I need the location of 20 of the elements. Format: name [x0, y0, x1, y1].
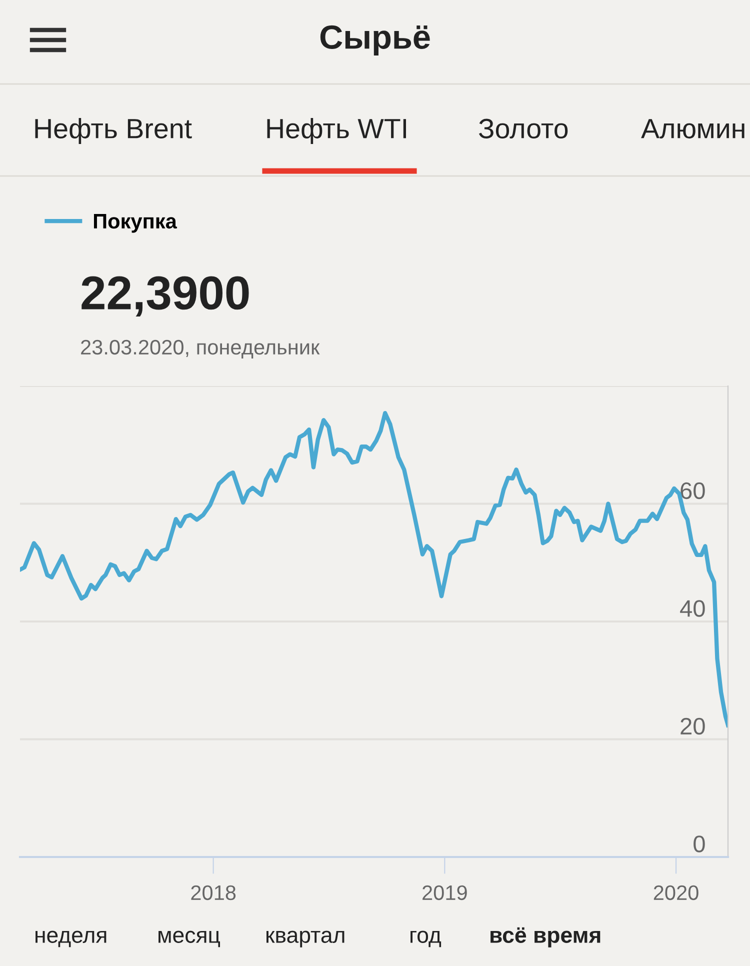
text: неделя	[36, 930, 106, 948]
x-tick-label: 2020	[654, 885, 698, 900]
legend-label: Покупка	[94, 214, 178, 233]
y-tick-label: 40	[680, 600, 705, 617]
text: всё время	[490, 927, 600, 948]
text: Золото	[478, 118, 568, 138]
x-tick-label: 2019	[422, 885, 467, 900]
text: Нефть WTI	[267, 118, 406, 144]
y-tick-label: 60	[680, 482, 705, 500]
text: квартал	[266, 930, 344, 948]
text: месяц	[158, 930, 220, 948]
text: 22,3900	[82, 276, 249, 317]
y-tick-label: 20	[680, 718, 705, 735]
chart-title: Сырьё	[320, 25, 430, 56]
text: Нефть Brent	[35, 118, 192, 144]
x-tick-label: 2018	[191, 885, 236, 900]
y-tick-label: 0	[694, 836, 705, 852]
text: год	[410, 930, 442, 948]
text: 23.03.2020, понедельник	[81, 340, 320, 359]
text: Алюмин	[641, 119, 744, 138]
